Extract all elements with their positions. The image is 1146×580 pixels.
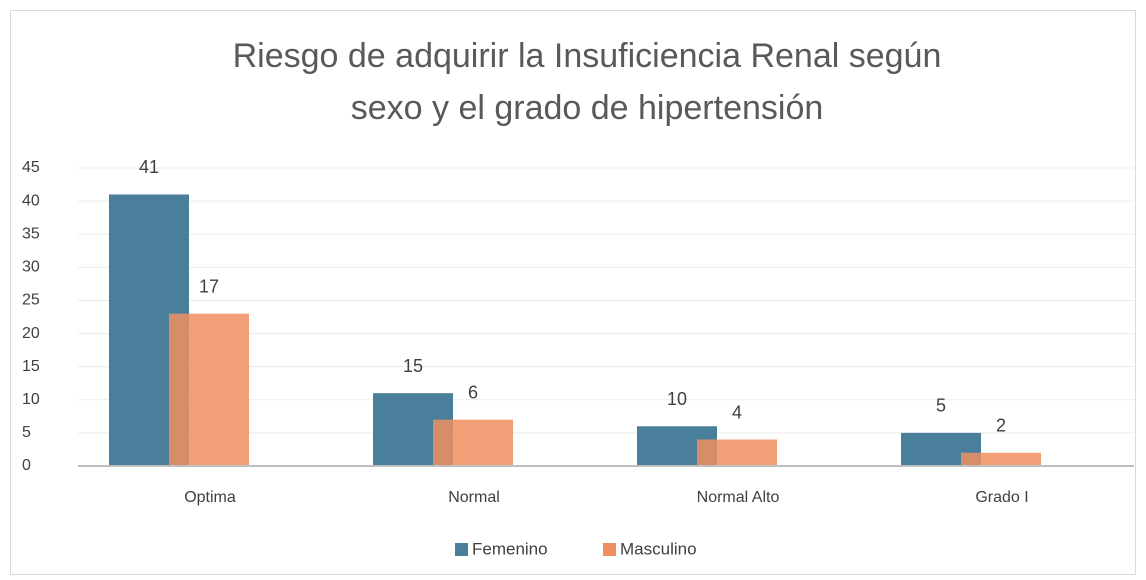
data-label: 17: [199, 276, 219, 296]
legend-swatch: [455, 543, 468, 556]
legend-label: Masculino: [620, 539, 697, 558]
chart-title: Riesgo de adquirir la Insuficiencia Rena…: [233, 37, 942, 75]
y-tick-label: 45: [22, 159, 40, 176]
legend-swatch: [603, 543, 616, 556]
y-tick-label: 10: [22, 391, 40, 408]
data-label: 15: [403, 356, 423, 376]
x-tick-label: Normal Alto: [697, 489, 780, 506]
x-tick-label: Grado I: [975, 489, 1028, 506]
data-label: 6: [468, 382, 478, 402]
y-tick-label: 30: [22, 259, 40, 276]
bar: [961, 452, 1041, 466]
y-tick-label: 35: [22, 225, 40, 242]
y-tick-label: 20: [22, 325, 40, 342]
data-label: 10: [667, 389, 687, 409]
bar: [697, 439, 777, 466]
data-label: 4: [732, 402, 742, 422]
y-tick-label: 0: [22, 457, 31, 474]
bar: [433, 419, 513, 466]
legend-label: Femenino: [472, 539, 548, 558]
y-tick-label: 25: [22, 292, 40, 309]
y-tick-label: 5: [22, 424, 31, 441]
x-tick-label: Optima: [184, 489, 236, 506]
bar: [169, 313, 249, 466]
chart-title: sexo y el grado de hipertensión: [351, 89, 824, 127]
y-tick-label: 40: [22, 192, 40, 209]
chart-frame: [10, 10, 1136, 575]
data-label: 2: [996, 416, 1006, 436]
y-tick-label: 15: [22, 358, 40, 375]
data-label: 41: [139, 157, 159, 177]
x-tick-label: Normal: [448, 489, 500, 506]
data-label: 5: [936, 396, 946, 416]
